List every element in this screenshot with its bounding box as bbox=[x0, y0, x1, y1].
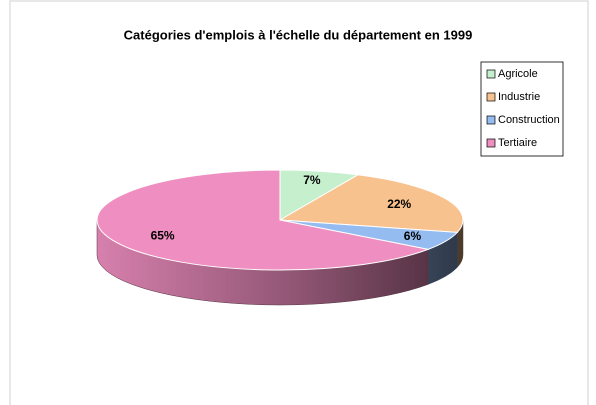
legend-label: Tertiaire bbox=[498, 137, 537, 149]
legend-label: Agricole bbox=[498, 68, 538, 80]
legend-label: Industrie bbox=[498, 91, 540, 103]
pie-slice bbox=[96, 169, 430, 271]
data-label: 65% bbox=[151, 229, 175, 243]
legend-label: Construction bbox=[498, 114, 560, 126]
pie-slice bbox=[278, 174, 464, 233]
data-label: 6% bbox=[404, 229, 422, 243]
legend-swatch bbox=[486, 92, 496, 102]
legend-swatch bbox=[486, 138, 496, 148]
data-label: 22% bbox=[387, 197, 411, 211]
legend-swatch bbox=[486, 115, 496, 125]
legend-swatch bbox=[486, 69, 496, 79]
data-label: 7% bbox=[303, 173, 321, 187]
chart-title: Catégories d'emplois à l'échelle du dépa… bbox=[124, 27, 473, 42]
